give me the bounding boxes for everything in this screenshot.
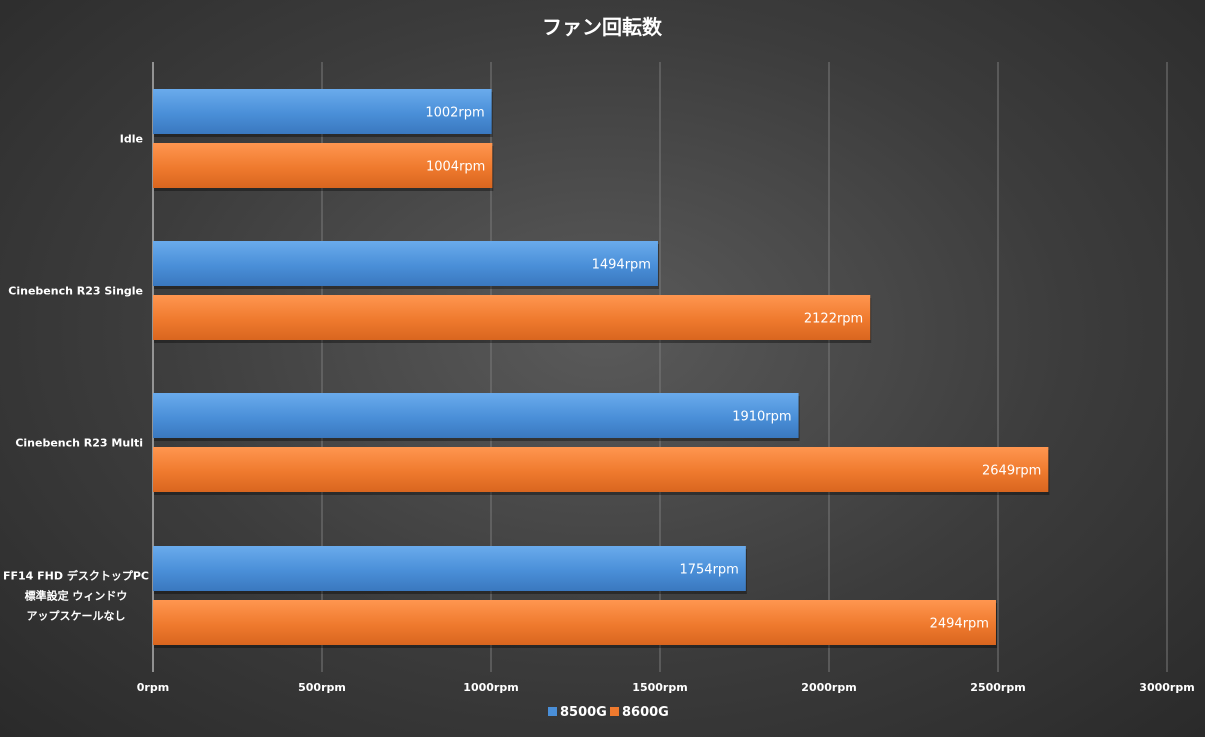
bar-8500G [153,89,492,134]
x-tick-label: 1500rpm [632,681,687,694]
category-label: アップスケールなし [27,609,126,623]
category-label: Cinebench R23 Single [8,285,143,298]
data-label: 1910rpm [732,410,791,425]
x-tick-label: 3000rpm [1139,681,1194,694]
category-label: 標準設定 ウィンドウ [25,589,128,603]
bar-8500G [153,546,746,591]
x-tick-label: 2000rpm [801,681,856,694]
bar-8600G [153,447,1049,492]
legend-swatch [548,707,557,716]
legend-swatch [610,707,619,716]
data-label: 1494rpm [592,258,651,273]
legend-label: 8500G [560,705,607,720]
data-labels: 1002rpm 1494rpm 1910rpm 1754rpm 1004rpm 2122r… [425,106,1041,632]
x-tick-label: 2500rpm [970,681,1025,694]
category-label: FF14 FHD デスクトップPC [3,569,149,583]
chart-title: ファン回転数 [542,15,663,39]
legend-label: 8600G [622,705,669,720]
category-label: Idle [120,133,143,146]
bar-8600G [153,143,493,188]
data-label: 1754rpm [679,563,738,578]
data-label: 2122rpm [804,312,863,327]
x-tick-label: 0rpm [137,681,169,694]
x-tick-labels: 0rpm 500rpm 1000rpm 1500rpm 2000rpm 2500rpm 30… [137,681,1195,694]
x-tick-label: 1000rpm [463,681,518,694]
data-label: 1004rpm [426,160,485,175]
category-labels: Idle Cinebench R23 Single Cinebench R23 Mu… [3,133,149,623]
bars [153,89,1050,648]
bar-8500G [153,393,799,438]
data-label: 1002rpm [425,106,484,121]
bar-8600G [153,600,996,645]
bar-8600G [153,295,871,340]
legend: 8500G 8600G [548,705,669,720]
bar-8500G [153,241,658,286]
x-tick-label: 500rpm [298,681,346,694]
data-label: 2649rpm [982,464,1041,479]
data-label: 2494rpm [930,617,989,632]
category-label: Cinebench R23 Multi [15,437,143,450]
